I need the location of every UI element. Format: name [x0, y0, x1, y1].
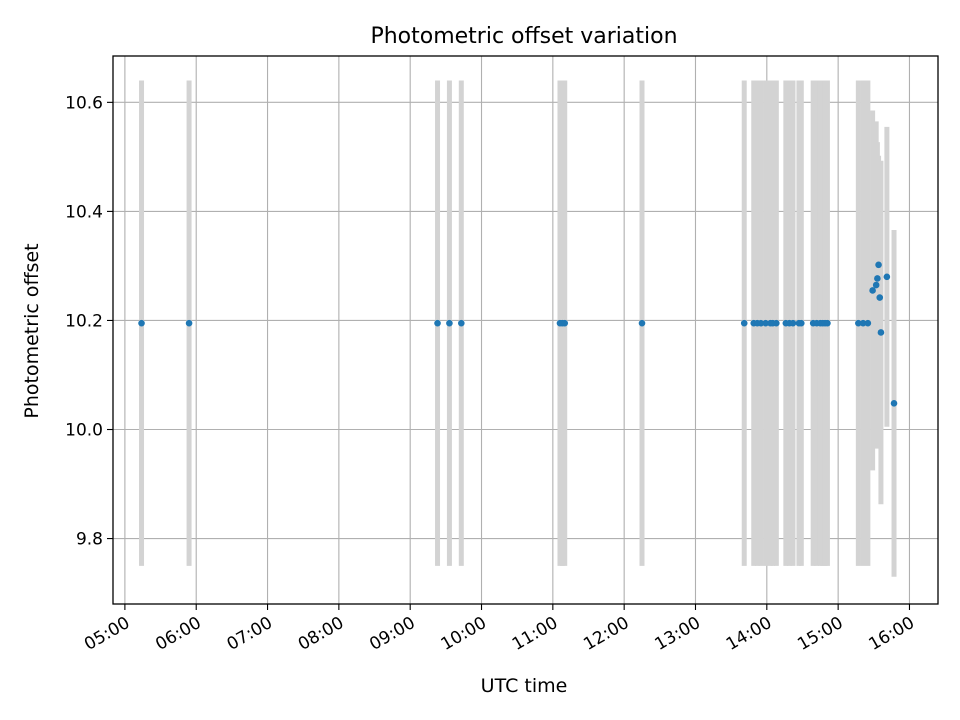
data-point [561, 319, 569, 327]
data-point [855, 319, 862, 327]
y-axis-ticks: 9.8 10.0 10.2 10.4 10.6 [65, 93, 113, 550]
x-axis-label: UTC time [481, 675, 568, 697]
data-point [872, 281, 880, 289]
data-point [138, 319, 145, 327]
data-point [638, 319, 646, 327]
data-point [789, 319, 797, 327]
data-point [875, 261, 882, 269]
data-point [773, 319, 780, 327]
data-point [824, 319, 831, 327]
chart-title: Photometric offset variation [370, 24, 677, 49]
data-points [138, 261, 898, 407]
y-axis-label: Photometric offset [21, 243, 43, 418]
plot-frame [112, 55, 939, 605]
data-point [740, 319, 748, 327]
y-tick-label: 9.8 [76, 530, 103, 550]
data-point [446, 319, 453, 327]
y-tick-label: 10.4 [65, 202, 103, 222]
data-point [434, 319, 441, 327]
data-point [869, 287, 876, 294]
data-point [458, 319, 465, 327]
data-point [859, 319, 867, 327]
y-tick-label: 10.2 [65, 311, 103, 331]
data-point [883, 273, 891, 281]
data-point [185, 319, 193, 327]
data-point [762, 319, 769, 327]
data-point [797, 319, 805, 327]
data-point [864, 319, 872, 327]
y-tick-label: 10.0 [65, 421, 103, 441]
data-point [877, 329, 885, 336]
y-tick-label: 10.6 [65, 93, 103, 113]
data-point [874, 275, 881, 282]
data-point [890, 400, 898, 407]
data-point [876, 294, 884, 301]
data-point [757, 319, 765, 327]
